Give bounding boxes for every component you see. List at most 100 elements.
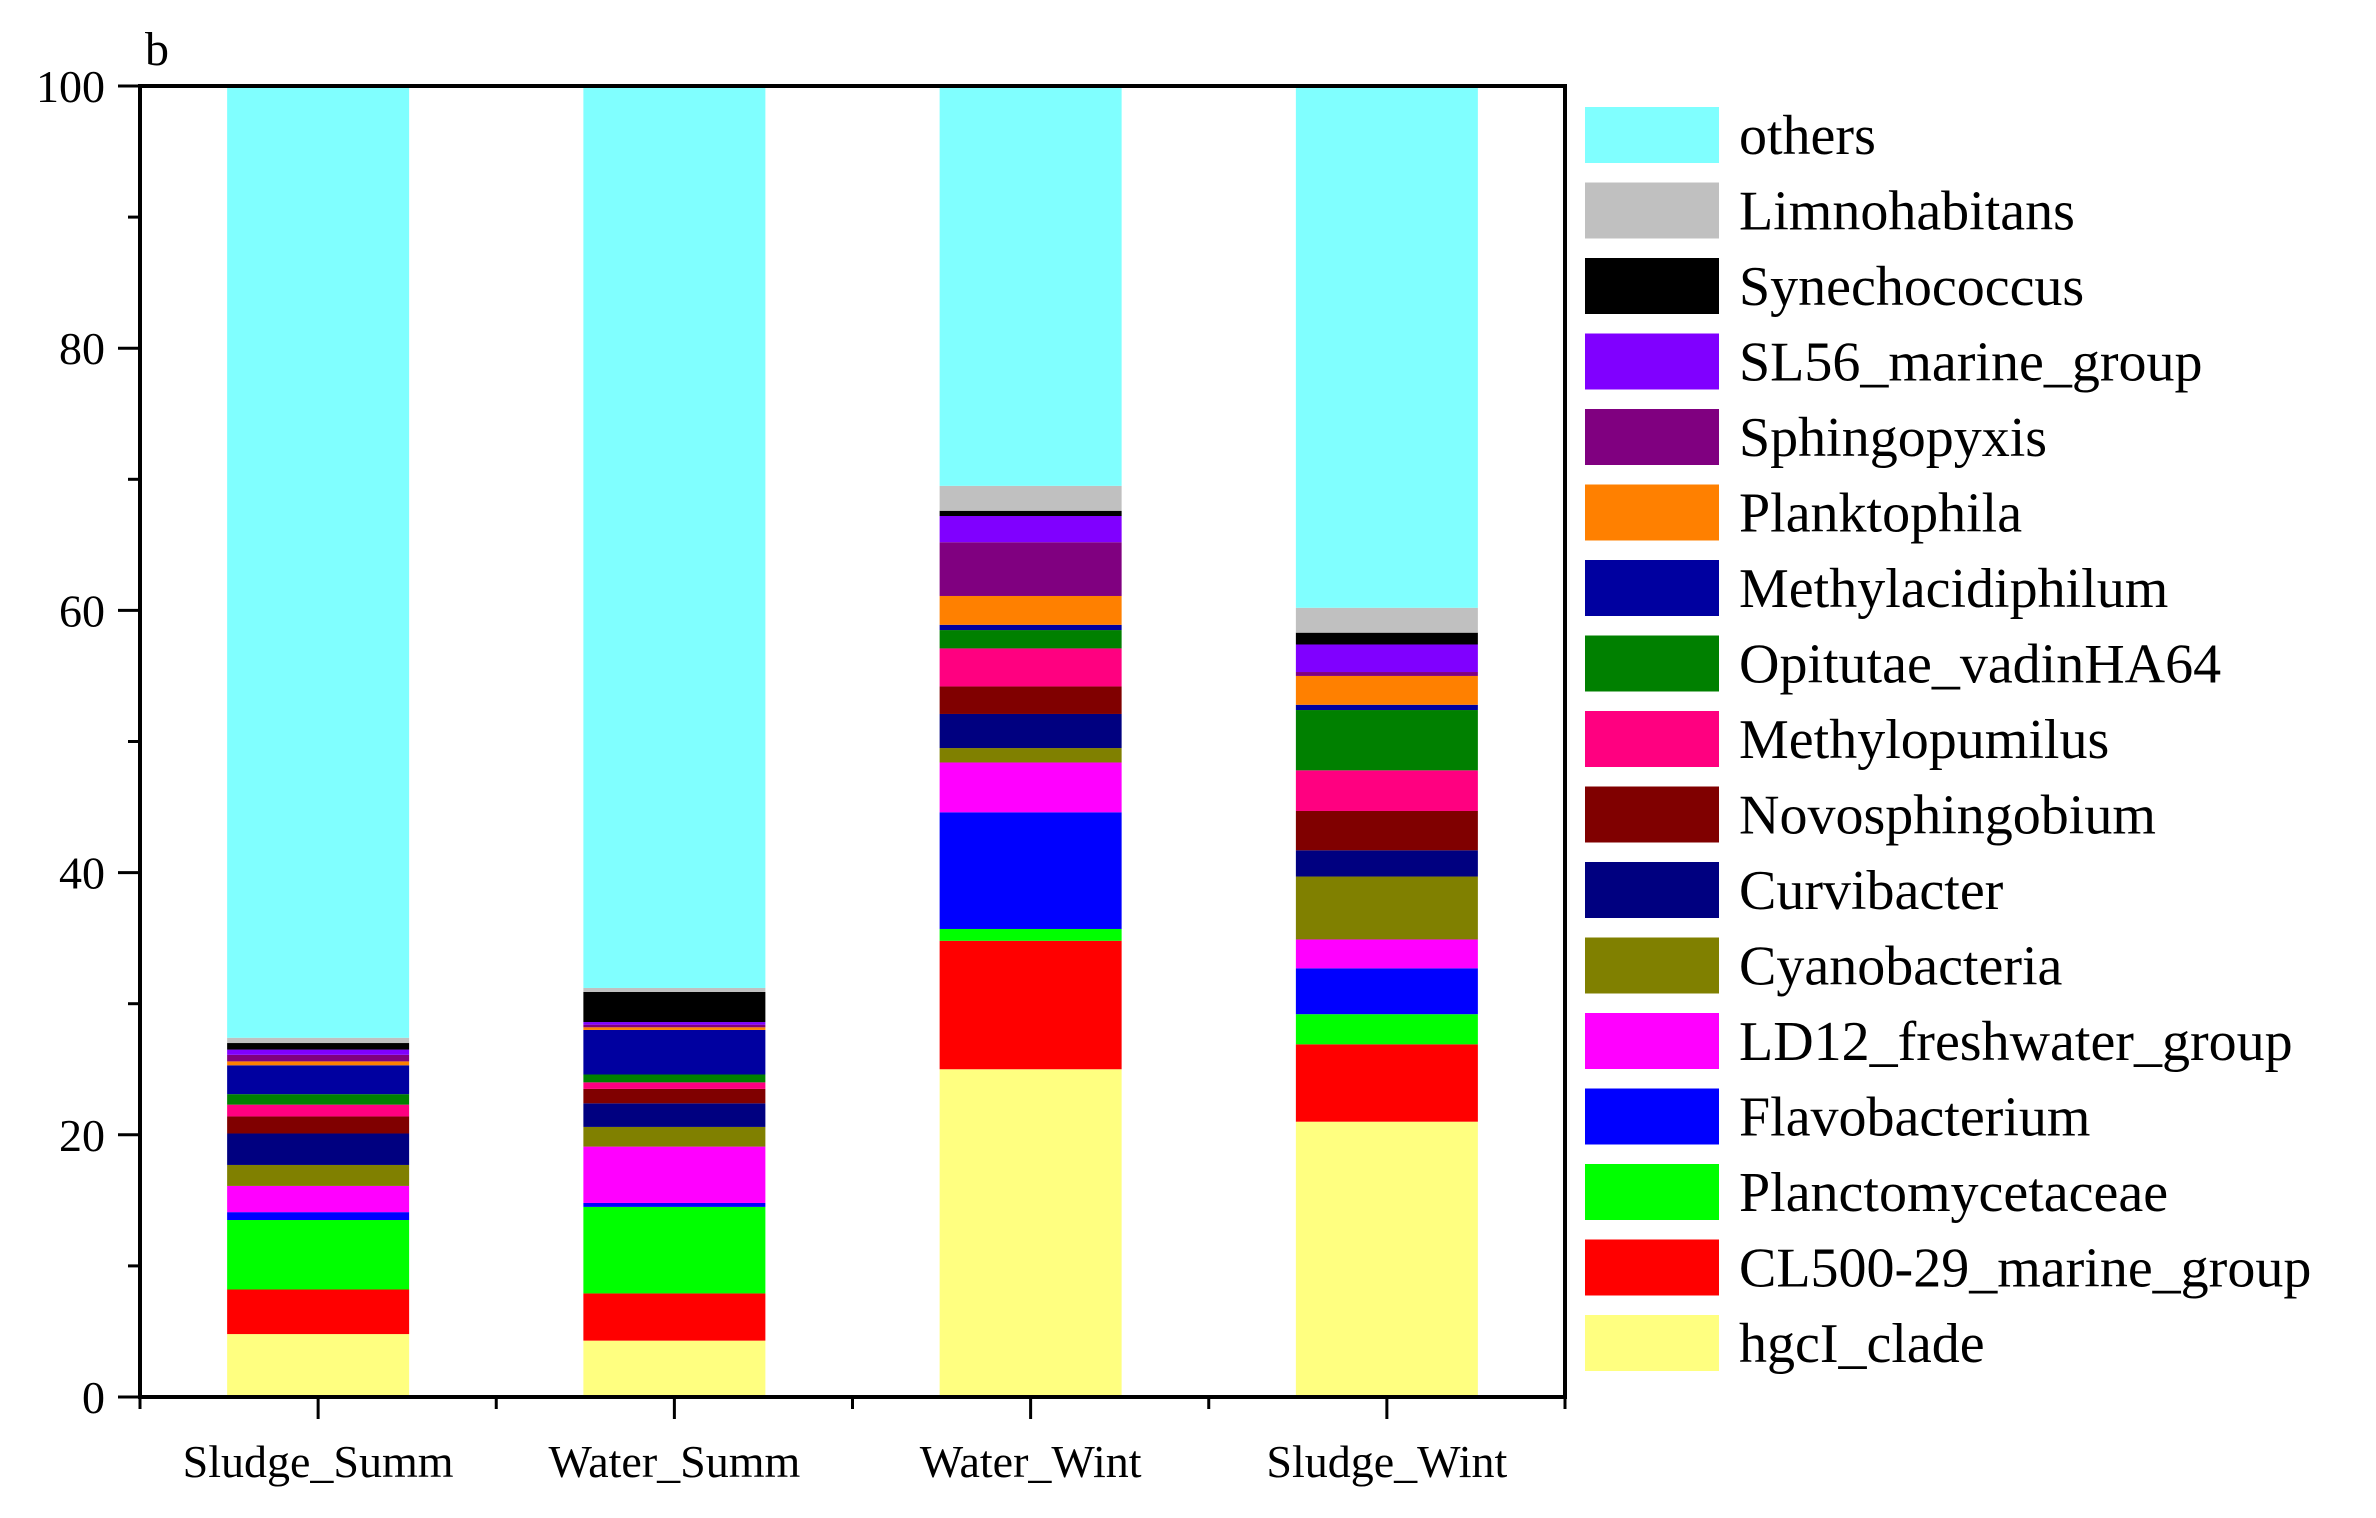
bar-segment-3-5 (1295, 876, 1478, 940)
legend-label: Limnohabitans (1739, 181, 2075, 243)
legend-label: others (1739, 105, 1876, 167)
legend-label: Flavobacterium (1739, 1087, 2090, 1149)
bar-segment-2-1 (939, 940, 1122, 1070)
bar-segment-1-0 (583, 1340, 766, 1397)
x-tick-label: Sludge_Summ (183, 1436, 454, 1487)
legend: others Limnohabitans Synechococcus SL56_mar… (1585, 105, 2311, 1375)
legend-label: Synechococcus (1739, 256, 2084, 318)
bar-segment-2-8 (939, 648, 1122, 687)
legend-swatch (1585, 182, 1719, 239)
bar-segment-0-1 (227, 1289, 410, 1335)
bar-segment-3-6 (1295, 850, 1478, 877)
bar-segment-2-7 (939, 686, 1122, 714)
bar-segment-3-12 (1295, 672, 1478, 676)
bar-segment-1-11 (583, 1027, 766, 1030)
bar-segment-2-2 (939, 928, 1122, 941)
axes-group: Sludge_Summ Water_Summ Water_Wint Sludge_Wi… (36, 61, 1567, 1487)
bar-segment-1-13 (583, 1022, 766, 1025)
bar-segment-0-12 (227, 1054, 410, 1062)
legend-swatch (1585, 937, 1719, 994)
bar-segment-2-9 (939, 630, 1122, 649)
x-tick-label: Water_Summ (548, 1436, 800, 1487)
panel-label: b (145, 23, 169, 76)
y-tick-label: 40 (59, 848, 105, 899)
legend-swatch (1585, 635, 1719, 692)
bar-segment-3-16 (1295, 86, 1478, 608)
bar-segment-1-5 (583, 1126, 766, 1147)
legend-swatch (1585, 484, 1719, 541)
y-tick-label: 20 (59, 1110, 105, 1161)
legend-label: Planctomycetaceae (1739, 1162, 2168, 1224)
bar-segment-0-2 (227, 1220, 410, 1290)
bar-segment-0-14 (227, 1043, 410, 1050)
bar-segment-3-4 (1295, 939, 1478, 969)
bar-segment-1-16 (583, 86, 766, 988)
legend-label: Opitutae_vadinHA64 (1739, 634, 2221, 696)
bar-segment-0-7 (227, 1116, 410, 1134)
bar-segment-0-10 (227, 1065, 410, 1095)
bar-segment-1-9 (583, 1074, 766, 1083)
bar-segment-0-13 (227, 1049, 410, 1055)
legend-label: Methylacidiphilum (1739, 558, 2168, 620)
legend-swatch (1585, 258, 1719, 314)
legend-swatch (1585, 711, 1719, 767)
bar-segment-3-7 (1295, 810, 1478, 851)
bar-segment-3-8 (1295, 770, 1478, 811)
legend-label: Sphingopyxis (1739, 407, 2047, 469)
legend-swatch (1585, 1239, 1719, 1296)
y-tick-label: 100 (36, 61, 105, 112)
legend-label: Novosphingobium (1739, 785, 2156, 847)
bar-segment-0-9 (227, 1094, 410, 1105)
bar-segment-2-12 (939, 542, 1122, 596)
x-tick-label: Water_Wint (920, 1436, 1142, 1487)
bars-group (227, 86, 1478, 1397)
bar-segment-3-1 (1295, 1044, 1478, 1122)
bar-segment-2-14 (939, 510, 1122, 517)
bar-segment-3-3 (1295, 968, 1478, 1015)
bar-segment-1-1 (583, 1293, 766, 1341)
legend-swatch (1585, 409, 1719, 465)
x-tick-label: Sludge_Wint (1266, 1436, 1507, 1487)
bar-segment-3-9 (1295, 710, 1478, 771)
legend-label: LD12_freshwater_group (1739, 1011, 2293, 1073)
bar-segment-1-6 (583, 1103, 766, 1127)
legend-swatch (1585, 1013, 1719, 1069)
legend-label: Cyanobacteria (1739, 936, 2063, 998)
legend-label: Methylopumilus (1739, 709, 2109, 771)
legend-swatch (1585, 560, 1719, 616)
legend-swatch (1585, 107, 1719, 163)
bar-segment-1-15 (583, 987, 766, 992)
bar-segment-3-2 (1295, 1014, 1478, 1045)
bar-segment-1-10 (583, 1029, 766, 1075)
legend-label: hgcI_clade (1739, 1313, 1985, 1375)
bar-segment-3-11 (1295, 675, 1478, 705)
bar-segment-1-14 (583, 991, 766, 1023)
bar-segment-0-6 (227, 1133, 410, 1165)
bar-segment-2-3 (939, 812, 1122, 929)
plot-frame (138, 84, 1567, 1399)
legend-label: SL56_marine_group (1739, 332, 2202, 394)
bar-segment-2-16 (939, 86, 1122, 486)
bar-segment-1-8 (583, 1082, 766, 1089)
bar-segment-3-10 (1295, 704, 1478, 711)
bar-segment-2-11 (939, 595, 1122, 625)
bar-segment-2-5 (939, 748, 1122, 763)
legend-swatch (1585, 333, 1719, 390)
bar-segment-0-3 (227, 1212, 410, 1221)
y-tick-label: 0 (82, 1372, 105, 1423)
legend-swatch (1585, 786, 1719, 843)
legend-label: Curvibacter (1739, 860, 2004, 922)
bar-segment-1-7 (583, 1088, 766, 1104)
bar-segment-0-16 (227, 86, 410, 1038)
bar-segment-2-15 (939, 485, 1122, 511)
y-tick-label: 80 (59, 323, 105, 374)
legend-label: Planktophila (1739, 483, 2022, 545)
bar-segment-0-8 (227, 1104, 410, 1117)
bar-segment-0-11 (227, 1061, 410, 1066)
bar-segment-1-2 (583, 1206, 766, 1294)
legend-swatch (1585, 1315, 1719, 1371)
bar-segment-1-3 (583, 1202, 766, 1207)
bar-segment-0-0 (227, 1334, 410, 1397)
bar-segment-2-10 (939, 624, 1122, 631)
